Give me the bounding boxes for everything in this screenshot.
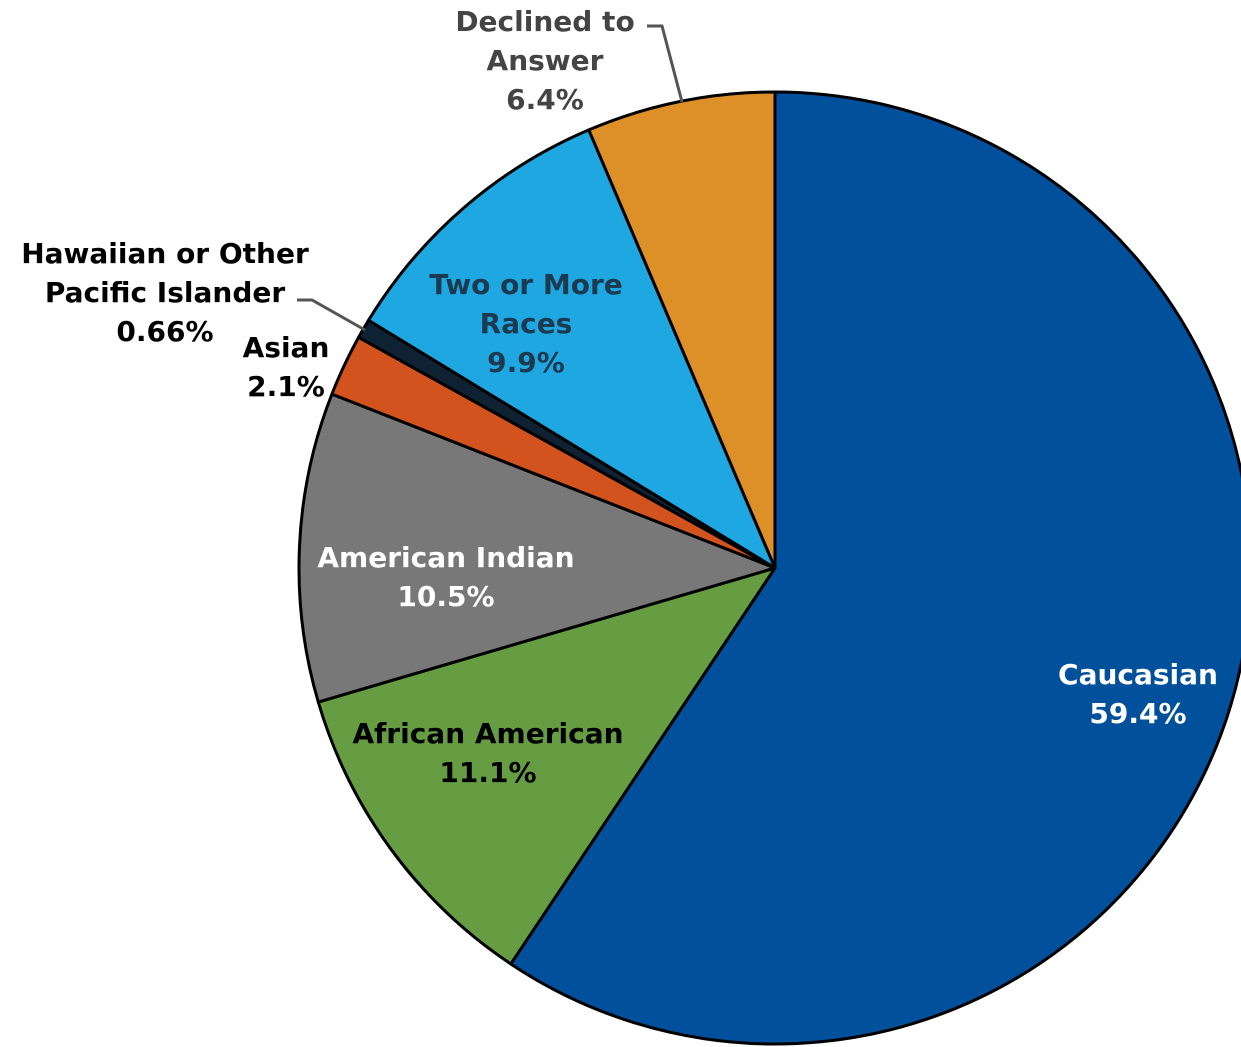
pie-slices [297,90,1241,1046]
pie-slice-american-indian [297,392,777,704]
slice-value-american-indian: 10.5% [397,580,494,613]
pie-slice-two-or-more-races [367,128,777,570]
slice-label-asian: Asian 2.1% [243,331,330,403]
slice-label-two-or-more-races: Two or More Races 9.9% [429,268,623,379]
pie-slice-declined-to-answer [587,90,777,570]
slice-name-two-or-more-races: Races [480,307,573,340]
slice-value-african-american: 11.1% [439,756,536,789]
slice-name-asian: Asian [243,331,330,364]
slice-labels: Caucasian 59.4% African American 11.1% Ameri… [21,5,1218,789]
slice-label-caucasian: Caucasian 59.4% [1058,658,1218,730]
slice-label-african-american: African American 11.1% [352,717,623,789]
slice-value-declined-to-answer: 6.4% [506,83,584,116]
slice-name-caucasian: Caucasian [1058,658,1218,691]
slice-name-two-or-more-races: Two or More [429,268,623,301]
slice-name-african-american: African American [352,717,623,750]
pie-slice-caucasian [509,90,1241,1046]
slice-name-american-indian: American Indian [317,541,574,574]
leader-line-hawaiian-or-other-pacific-islander [297,298,366,332]
slice-label-hawaiian-or-other-pacific-islander: Hawaiian or Other Pacific Islander 0.66% [21,237,309,348]
slice-label-declined-to-answer: Declined to Answer 6.4% [455,5,634,116]
leader-lines [297,24,684,332]
slice-name-declined-to-answer: Answer [487,44,604,77]
leader-line-declined-to-answer [647,24,684,103]
slice-name-hawaiian-or-other-pacific-islander: Hawaiian or Other [21,237,309,270]
slice-value-two-or-more-races: 9.9% [487,346,565,379]
slice-value-hawaiian-or-other-pacific-islander: 0.66% [116,315,213,348]
pie-slice-african-american [316,566,777,966]
slice-label-american-indian: American Indian 10.5% [317,541,574,613]
slice-value-asian: 2.1% [247,370,325,403]
slice-name-declined-to-answer: Declined to [455,5,634,38]
slice-value-caucasian: 59.4% [1089,697,1186,730]
slice-name-hawaiian-or-other-pacific-islander: Pacific Islander [45,276,286,309]
